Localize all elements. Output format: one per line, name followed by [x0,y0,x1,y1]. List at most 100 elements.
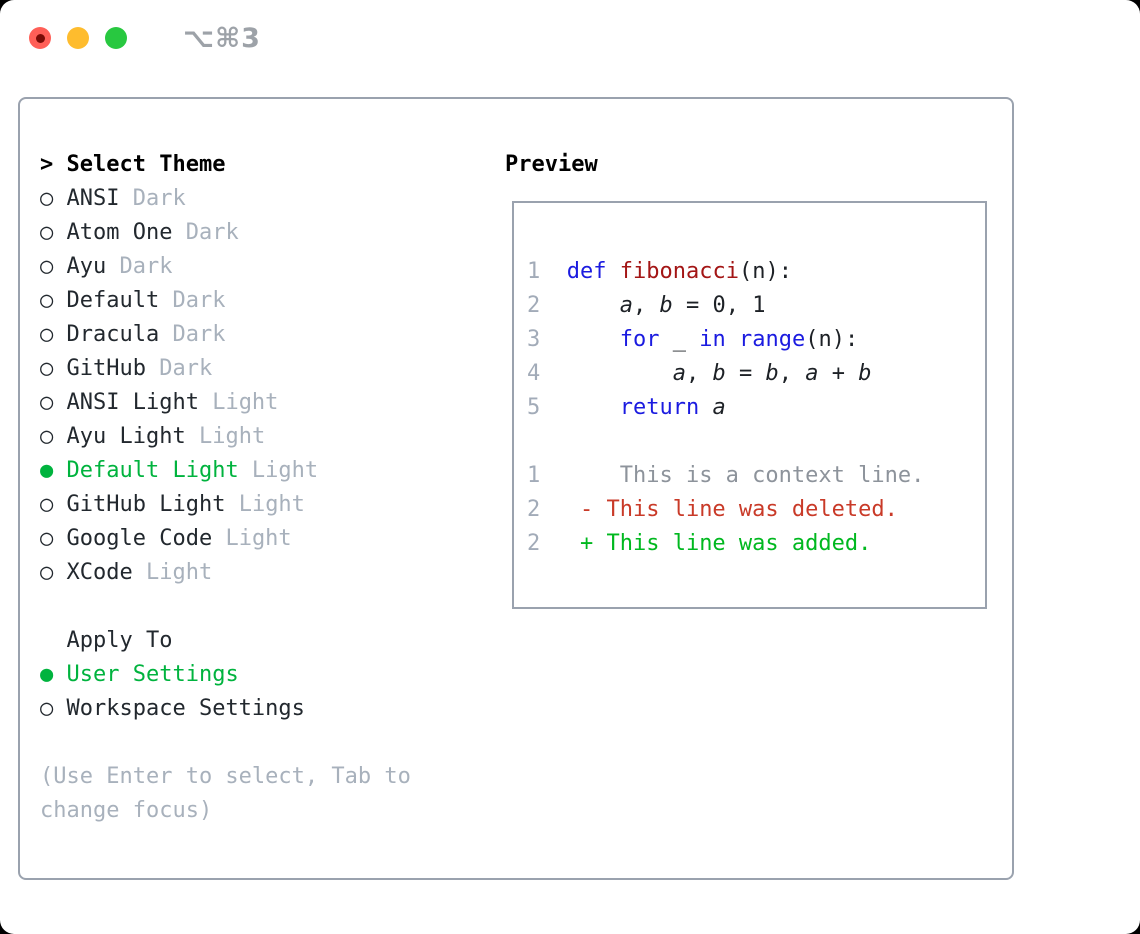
line-number: 1 [527,463,541,488]
code-segment-p: , [778,361,806,386]
theme-option-default-light[interactable]: ● Default Light Light [40,454,411,488]
radio-icon: ○ [40,526,67,551]
code-segment-kw: for [619,327,660,352]
code-segment-v: a [619,293,633,318]
radio-selected-icon: ● [40,458,67,483]
keyboard-shortcut-label: ⌥⌘3 [183,22,261,54]
theme-option-ayu-light[interactable]: ○ Ayu Light Light [40,420,411,454]
code-segment-v: b [659,293,673,318]
code-segment-p [699,395,712,420]
theme-option-ansi[interactable]: ○ ANSI Dark [40,182,411,216]
code-segment-kw: range [738,327,806,352]
line-number: 5 [527,395,541,420]
menu-title: Select Theme [66,152,226,177]
code-segment-p: + [818,361,859,386]
cursor-indicator: > [40,152,67,177]
apply-option-label: Workspace Settings [66,696,305,721]
theme-option-github-light[interactable]: ○ GitHub Light Light [40,488,411,522]
spacer-row [40,590,411,624]
code-segment-kw: return [619,395,700,420]
theme-option-label: GitHub Light [66,492,226,517]
theme-picker-panel: > Select Theme ○ ANSI Dark ○ Atom One Dark… [18,97,1014,880]
code-segment-p [726,327,739,352]
theme-option-google-code[interactable]: ○ Google Code Light [40,522,411,556]
code-segment-p: , [685,361,713,386]
preview-line: 2 a, b = 0, 1 [527,289,985,323]
preview-line [527,425,985,459]
theme-option-label: Atom One [66,220,173,245]
line-number: 2 [527,293,541,318]
code-segment-del: - This line was deleted. [540,497,898,522]
theme-option-label: Dracula [66,322,160,347]
theme-option-dracula[interactable]: ○ Dracula Dark [40,318,411,352]
theme-variant-tag: Light [132,560,213,585]
apply-option-user-settings[interactable]: ● User Settings [40,658,411,692]
theme-variant-tag: Dark [119,186,186,211]
radio-icon: ○ [40,288,67,313]
theme-option-atom-one[interactable]: ○ Atom One Dark [40,216,411,250]
menu-rows: > Select Theme ○ ANSI Dark ○ Atom One Dark… [40,148,411,828]
code-segment-p [607,259,620,284]
preview-line: 5 return a [527,391,985,425]
theme-option-default[interactable]: ○ Default Dark [40,284,411,318]
radio-icon: ○ [40,560,67,585]
code-segment-p: (n): [738,259,792,284]
code-segment-p [540,395,619,420]
apply-option-workspace-settings[interactable]: ○ Workspace Settings [40,692,411,726]
preview-line: 2 - This line was deleted. [527,493,985,527]
zoom-button[interactable] [105,27,127,49]
apply-to-title-row: Apply To [40,624,411,658]
help-text-line: change focus) [40,798,213,823]
help-text-line: (Use Enter to select, Tab to [40,764,411,789]
line-number: 1 [527,259,541,284]
theme-option-label: GitHub [66,356,146,381]
code-segment-p: , [632,293,660,318]
code-segment-p [540,293,619,318]
preview-line: 1 This is a context line. [527,459,985,493]
radio-icon: ○ [40,696,67,721]
code-segment-v: b [765,361,779,386]
close-button[interactable] [29,27,51,49]
theme-option-label: ANSI [66,186,120,211]
radio-icon: ○ [40,390,67,415]
code-segment-kw: in [699,327,726,352]
theme-variant-tag: Dark [159,322,226,347]
theme-variant-tag: Dark [106,254,173,279]
menu-title-row: > Select Theme [40,148,411,182]
code-segment-v: a [712,395,726,420]
spacer-row [40,726,411,760]
code-segment-p: (n): [805,327,859,352]
theme-variant-tag: Light [198,390,279,415]
line-number: 3 [527,327,541,352]
code-segment-p: _ [659,327,700,352]
minimize-button[interactable] [67,27,89,49]
code-segment-p: = [725,361,766,386]
code-segment-fn: fibonacci [619,259,739,284]
code-segment-v: b [858,361,872,386]
preview-title: Preview [505,152,598,177]
apply-to-title: Apply To [40,628,173,653]
theme-option-label: XCode [66,560,133,585]
preview-line: 1 def fibonacci(n): [527,255,985,289]
radio-icon: ○ [40,424,67,449]
line-number: 2 [527,531,541,556]
radio-icon: ○ [40,322,67,347]
radio-icon: ○ [40,220,67,245]
radio-icon: ○ [40,492,67,517]
theme-option-xcode[interactable]: ○ XCode Light [40,556,411,590]
code-segment-p [540,327,619,352]
theme-option-ayu[interactable]: ○ Ayu Dark [40,250,411,284]
theme-option-label: Default Light [66,458,239,483]
code-segment-v: a [672,361,686,386]
theme-option-ansi-light[interactable]: ○ ANSI Light Light [40,386,411,420]
theme-variant-tag: Light [225,492,305,517]
theme-variant-tag: Light [212,526,292,551]
theme-option-label: Ayu [66,254,107,279]
code-segment-p [540,361,672,386]
theme-variant-tag: Dark [145,356,213,381]
theme-option-github[interactable]: ○ GitHub Dark [40,352,411,386]
code-segment-p [540,259,567,284]
code-segment-ctx: This is a context line. [540,463,925,488]
